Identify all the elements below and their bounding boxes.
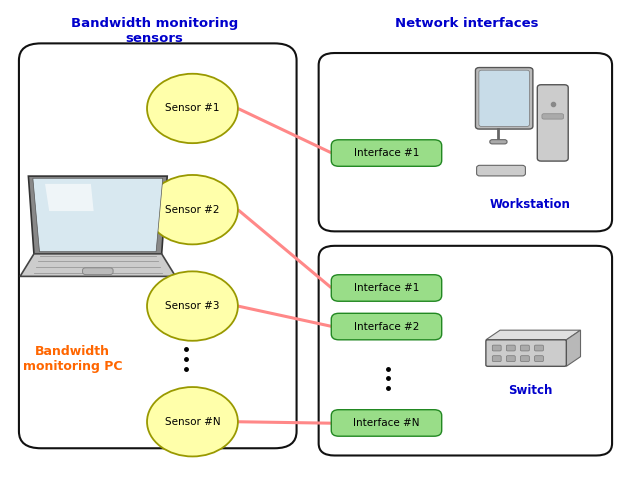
Polygon shape (567, 330, 581, 366)
Polygon shape (45, 184, 93, 211)
Text: Interface #1: Interface #1 (354, 283, 419, 293)
FancyBboxPatch shape (507, 356, 516, 362)
FancyBboxPatch shape (490, 140, 507, 144)
FancyBboxPatch shape (19, 43, 297, 448)
FancyBboxPatch shape (537, 85, 569, 161)
FancyBboxPatch shape (479, 70, 529, 126)
Text: Network interfaces: Network interfaces (395, 17, 539, 30)
FancyBboxPatch shape (534, 356, 543, 362)
Text: Switch: Switch (508, 384, 552, 397)
FancyBboxPatch shape (476, 165, 526, 176)
FancyBboxPatch shape (534, 345, 543, 351)
Ellipse shape (147, 271, 238, 341)
FancyBboxPatch shape (331, 410, 442, 436)
Ellipse shape (147, 387, 238, 456)
FancyBboxPatch shape (492, 345, 501, 351)
Polygon shape (33, 178, 163, 252)
Text: Workstation: Workstation (490, 199, 570, 211)
Polygon shape (486, 330, 581, 340)
FancyBboxPatch shape (476, 67, 533, 129)
Text: Bandwidth
monitoring PC: Bandwidth monitoring PC (23, 345, 122, 373)
Text: Sensor #3: Sensor #3 (165, 301, 220, 311)
FancyBboxPatch shape (319, 53, 612, 231)
Text: Interface #1: Interface #1 (354, 148, 419, 158)
FancyBboxPatch shape (486, 340, 567, 366)
FancyBboxPatch shape (521, 356, 529, 362)
Ellipse shape (147, 74, 238, 143)
FancyBboxPatch shape (319, 246, 612, 455)
FancyBboxPatch shape (83, 268, 113, 275)
Text: Interface #N: Interface #N (353, 418, 420, 428)
Text: Sensor #2: Sensor #2 (165, 205, 220, 214)
FancyBboxPatch shape (507, 345, 516, 351)
FancyBboxPatch shape (331, 313, 442, 340)
Polygon shape (20, 254, 175, 276)
FancyBboxPatch shape (331, 140, 442, 166)
Text: Sensor #1: Sensor #1 (165, 104, 220, 113)
FancyBboxPatch shape (521, 345, 529, 351)
FancyBboxPatch shape (492, 356, 501, 362)
FancyBboxPatch shape (331, 275, 442, 301)
Ellipse shape (147, 175, 238, 244)
Polygon shape (28, 176, 167, 254)
FancyBboxPatch shape (542, 114, 563, 119)
Text: Bandwidth monitoring
sensors: Bandwidth monitoring sensors (71, 17, 239, 45)
Text: Sensor #N: Sensor #N (165, 417, 220, 427)
Text: Interface #2: Interface #2 (354, 321, 419, 332)
